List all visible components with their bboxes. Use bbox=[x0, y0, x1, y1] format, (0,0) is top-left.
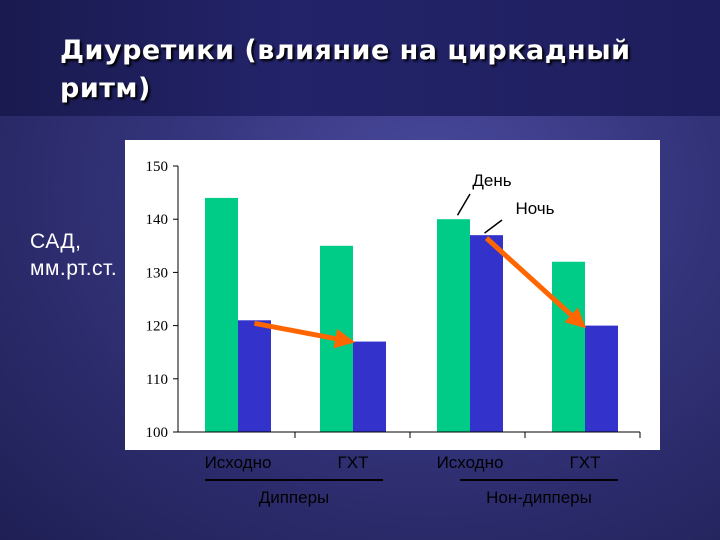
y-tick-label-130: 130 bbox=[146, 265, 169, 281]
annotation-pointer-0 bbox=[456, 193, 471, 216]
annotation-pointer-1 bbox=[484, 219, 503, 234]
category-label-3: ГХТ bbox=[570, 453, 601, 472]
category-label-1: ГХТ bbox=[338, 453, 369, 472]
annotation-label-0: День bbox=[472, 171, 511, 190]
bar-night-2 bbox=[470, 235, 503, 432]
group-label-1: Нон-дипперы bbox=[486, 488, 592, 507]
bar-day-2 bbox=[437, 219, 470, 432]
y-tick-label-100: 100 bbox=[146, 425, 169, 441]
y-tick-label-120: 120 bbox=[146, 319, 169, 335]
title-band bbox=[0, 0, 720, 116]
annotation-label-1: Ночь bbox=[515, 199, 554, 218]
y-tick-label-150: 150 bbox=[146, 159, 169, 175]
bar-night-0 bbox=[238, 320, 271, 432]
slide-title: Диуретики (влияние на циркадный ритм) bbox=[60, 35, 631, 104]
bar-day-0 bbox=[205, 197, 238, 432]
category-label-2: Исходно bbox=[437, 453, 504, 472]
bar-day-3 bbox=[552, 261, 585, 432]
trend-arrow-0 bbox=[254, 320, 355, 349]
bar-night-1 bbox=[353, 341, 386, 432]
y-tick-label-140: 140 bbox=[146, 212, 169, 228]
trend-arrow-1 bbox=[484, 236, 586, 329]
category-label-0: Исходно bbox=[205, 453, 272, 472]
y-axis-label: САД, мм.рт.ст. bbox=[30, 230, 118, 280]
y-tick-label-110: 110 bbox=[146, 372, 168, 388]
group-label-0: Дипперы bbox=[259, 488, 330, 507]
bar-night-3 bbox=[585, 325, 618, 432]
